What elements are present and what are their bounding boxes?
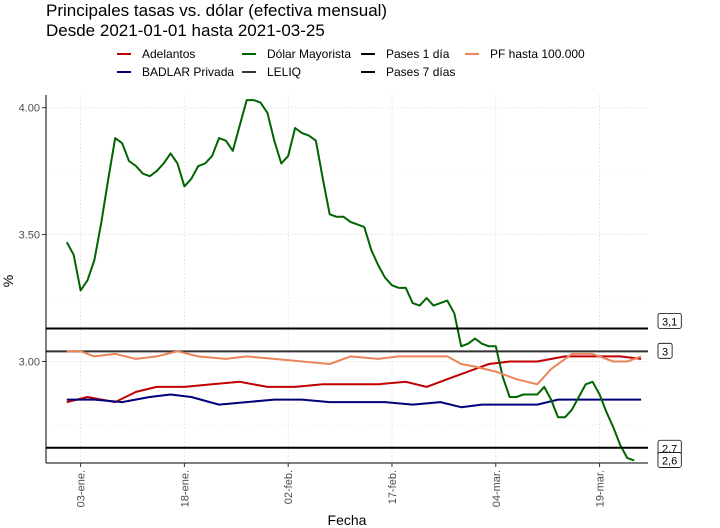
legend-item-pases-7-d-as: Pases 7 días	[361, 65, 455, 79]
grid	[46, 95, 648, 463]
x-tick-label: 19-mar.	[595, 470, 607, 507]
legend-label: Adelantos	[142, 47, 195, 61]
y-tick-label: 3.00	[19, 356, 40, 368]
legend-item-d-lar-mayorista: Dólar Mayorista	[242, 47, 351, 61]
legend-item-adelantos: Adelantos	[117, 47, 195, 61]
legend-item-badlar-privada: BADLAR Privada	[117, 65, 234, 79]
series-line-badlar-privada	[66, 393, 642, 409]
legend-label: Pases 1 día	[386, 47, 450, 61]
chart-subtitle: Desde 2021-01-01 hasta 2021-03-25	[46, 21, 325, 40]
end-label-text: 3	[662, 346, 668, 358]
chart-title: Principales tasas vs. dólar (efectiva me…	[46, 1, 387, 20]
end-label-pases-1-d-a: 3,1	[657, 312, 682, 329]
legend-label: Dólar Mayorista	[267, 47, 351, 61]
end-label-box	[657, 312, 682, 329]
legend-label: LELIQ	[267, 65, 301, 79]
y-tick-label: 3.50	[19, 230, 40, 242]
end-label-annotation: 2,6	[657, 452, 682, 468]
series-line-pf-hasta-100-000	[66, 350, 642, 386]
end-label-box	[657, 452, 682, 468]
legend-label: Pases 7 días	[386, 65, 455, 79]
end-label-box	[657, 342, 673, 359]
x-axis-title: Fecha	[328, 512, 367, 528]
y-tick-label: 4.00	[19, 103, 40, 115]
legend-item-pases-1-d-a: Pases 1 día	[361, 47, 450, 61]
end-labels: 33,12,72,6	[657, 312, 682, 468]
y-axis-title: %	[0, 275, 16, 287]
x-tick-label: 18-ene.	[179, 470, 191, 507]
series-group	[46, 99, 648, 462]
axes: 3.00 3.50 4.00 03-ene. 18-ene. 02-feb. 17-feb.…	[19, 95, 648, 507]
legend-label: BADLAR Privada	[142, 65, 234, 79]
legend-item-pf-hasta-100-000: PF hasta 100.000	[465, 47, 585, 61]
end-label-leliq: 3	[657, 342, 673, 359]
series-line-d-lar-mayorista	[65, 99, 635, 462]
x-tick-label: 03-ene.	[76, 470, 88, 507]
end-label-text: 3,1	[662, 316, 677, 328]
legend-item-leliq: LELIQ	[242, 65, 301, 79]
series-line-adelantos	[66, 355, 642, 404]
x-tick-label: 04-mar.	[491, 470, 503, 507]
x-tick-label: 02-feb.	[283, 470, 295, 504]
end-label-text: 2,6	[662, 455, 677, 467]
legend-label: PF hasta 100.000	[490, 47, 585, 61]
x-tick-label: 17-feb.	[387, 470, 399, 504]
legend: Adelantos Dólar Mayorista Pases 1 día PF ha…	[117, 47, 585, 79]
